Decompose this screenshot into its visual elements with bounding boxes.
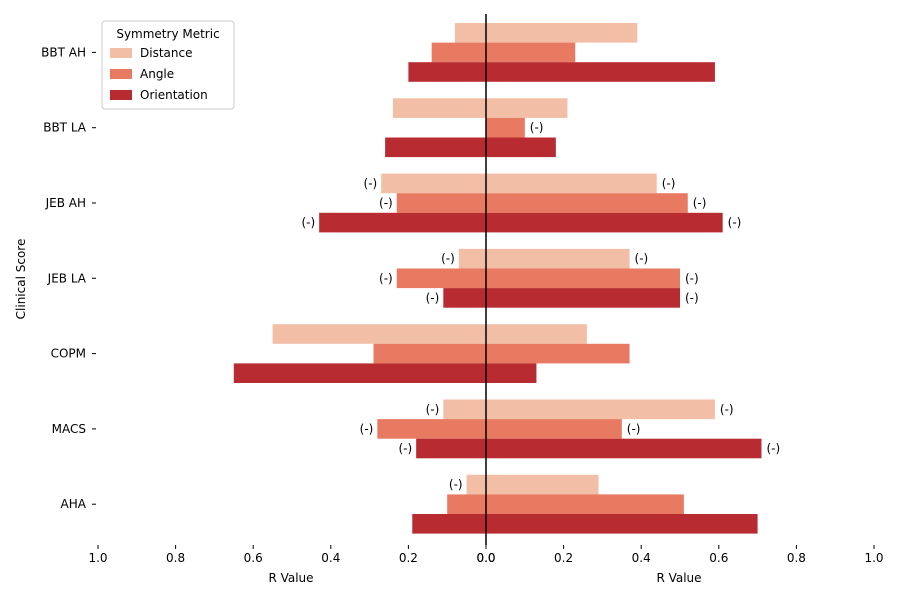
negative-marker-left: (-) [364,176,378,190]
negative-marker-left: (-) [426,291,440,305]
x-tick-label: 1.0 [864,551,883,565]
negative-marker-left: (-) [379,196,393,210]
bar-left-distance-5 [443,399,486,420]
bar-left-orientation-5 [416,438,486,459]
negative-marker-left: (-) [449,478,463,492]
bar-left-angle-0 [431,42,486,63]
x-tick-label: 0.0 [476,551,495,565]
legend-frame [101,20,235,110]
bar-left-distance-0 [454,23,486,43]
bar-left-angle-4 [373,343,486,364]
bar-left-distance-6 [466,474,486,495]
bar-right-distance-5 [486,399,715,420]
bar-right-distance-3 [486,248,630,269]
negative-marker-left: (-) [360,422,374,436]
bar-right-angle-1 [486,117,525,138]
x-tick-label: 0.8 [787,551,806,565]
bar-left-orientation-4 [233,363,486,383]
bar-left-distance-3 [458,248,486,269]
negative-marker-right: (-) [530,121,544,135]
negative-marker-left: (-) [398,442,412,456]
bar-right-orientation-3 [486,288,680,308]
negative-marker-left: (-) [379,271,393,285]
bar-left-distance-4 [272,324,486,344]
legend-title: Symmetry Metric [116,27,219,41]
x-tick-label: 0.8 [166,551,185,565]
legend-swatch-distance [110,48,132,58]
x-tick-label: 0.2 [399,551,418,565]
x-tick-label: 0.2 [554,551,573,565]
legend-entries: Distance Angle Orientation [110,46,208,102]
bar-right-orientation-2 [486,212,723,233]
bar-right-angle-5 [486,419,622,439]
y-tick-label: JEB LA [47,271,87,285]
bar-left-distance-2 [381,173,486,194]
bar-left-orientation-0 [408,62,486,82]
bar-right-angle-3 [486,268,680,289]
negative-marker-right: (-) [766,442,780,456]
x-tick-label: 0.6 [709,551,728,565]
bar-left-orientation-1 [385,137,486,158]
bar-right-distance-1 [486,98,568,118]
legend: Symmetry Metric Distance Angle Orientation [101,20,235,110]
negative-marker-right: (-) [662,176,676,190]
negative-marker-right: (-) [627,422,641,436]
legend-label-distance: Distance [140,46,192,60]
bar-right-orientation-1 [486,137,556,158]
x-tick-label: 0.0 [476,551,495,565]
bar-left-angle-2 [396,193,486,213]
y-tick-label: MACS [52,422,86,436]
negative-marker-left: (-) [301,216,315,230]
x-tick-label: 0.4 [321,551,340,565]
bar-right-distance-2 [486,173,657,194]
legend-label-orientation: Orientation [140,88,208,102]
x-tick-label: 0.6 [244,551,263,565]
x-axis-title-right: R Value [656,571,701,585]
negative-markers-layer: (-)(-) (-)(-) (-)(-) (-)(-) (-)(-) (-)(-) (-)(… [301,121,780,492]
y-tick-label: AHA [61,497,87,511]
bar-right-angle-0 [486,42,576,63]
negative-marker-left: (-) [426,402,440,416]
bar-left-orientation-6 [412,514,486,534]
bar-left-angle-3 [396,268,486,289]
y-axis: BBT AH BBT LA JEB AH JEB LA COPM MACS AHA [41,45,96,511]
negative-marker-left: (-) [441,252,455,266]
x-axis: 1.0 0.8 0.6 0.4 0.2 0.00.0 0.2 0.4 0.6 0.8 1.0 [88,545,884,565]
negative-marker-right: (-) [685,271,699,285]
bar-right-angle-4 [486,343,630,364]
negative-marker-right: (-) [693,196,707,210]
bar-right-orientation-6 [486,514,758,534]
bar-left-orientation-3 [443,288,486,308]
bar-right-orientation-4 [486,363,537,383]
legend-swatch-orientation [110,90,132,100]
bar-right-orientation-5 [486,438,762,459]
x-tick-label: 0.4 [632,551,651,565]
legend-label-angle: Angle [140,67,174,81]
bar-left-angle-5 [377,419,486,439]
x-axis-title-left: R Value [268,571,313,585]
negative-marker-right: (-) [685,291,699,305]
y-tick-label: JEB AH [45,196,86,210]
negative-marker-right: (-) [635,252,649,266]
bar-right-angle-2 [486,193,688,213]
bar-right-distance-6 [486,474,599,495]
y-tick-label: BBT LA [43,121,87,135]
bar-right-distance-0 [486,23,638,43]
negative-marker-right: (-) [728,216,742,230]
y-tick-label: COPM [51,347,86,361]
bar-right-orientation-0 [486,62,715,82]
y-tick-label: BBT AH [41,45,86,59]
bar-left-orientation-2 [319,212,486,233]
legend-swatch-angle [110,69,132,79]
y-axis-title: Clinical Score [14,239,28,320]
x-tick-label: 1.0 [88,551,107,565]
bar-right-angle-6 [486,494,684,514]
bar-left-distance-1 [392,98,486,118]
bar-right-distance-4 [486,324,587,344]
bars-layer [233,23,762,534]
bar-left-angle-6 [447,494,486,514]
negative-marker-right: (-) [720,402,734,416]
